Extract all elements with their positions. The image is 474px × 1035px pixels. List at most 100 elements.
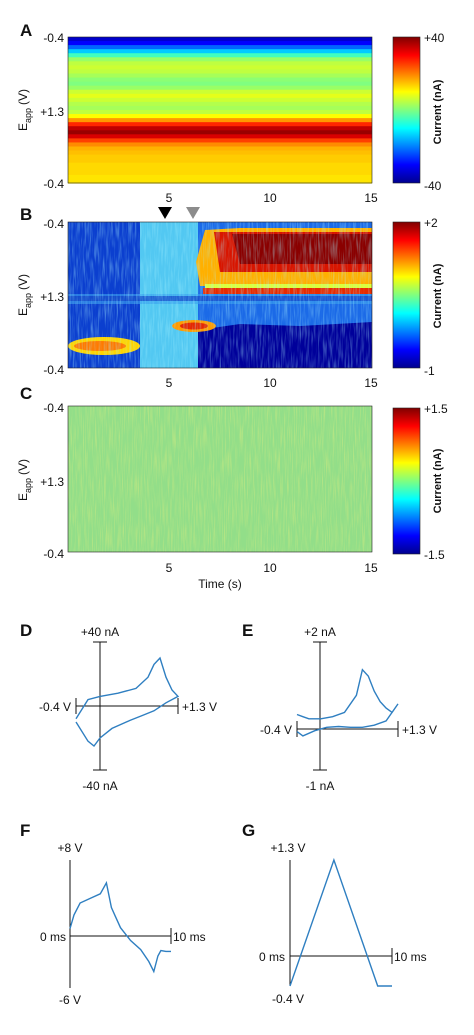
panel-d-ylabel-bottom: -40 nA — [82, 779, 117, 793]
panel-b-colorbar-label: Current (nA) — [432, 263, 444, 328]
panel-a-heatmap-row — [68, 174, 372, 180]
panel-f-waveform — [69, 880, 171, 974]
panel-a: A -0.4 +1.3 -0.4 5 10 15 Eapp(V) +40 -40… — [16, 21, 445, 205]
panel-a-xtick-15: 15 — [364, 191, 378, 205]
panel-b-xtick-10: 10 — [263, 376, 277, 390]
panel-a-heatmap-row — [68, 101, 372, 107]
panel-g: G +1.3 V -0.4 V 0 ms 10 ms — [242, 821, 427, 1006]
panel-a-heatmap-row — [68, 114, 372, 119]
svg-text:Eapp(V): Eapp(V) — [16, 274, 33, 316]
panel-d-voltammogram — [75, 656, 180, 747]
panel-e-ylabel-top: +2 nA — [304, 625, 336, 639]
svg-text:Eapp(V): Eapp(V) — [16, 459, 33, 501]
panel-g-ylabel-bottom: -0.4 V — [272, 992, 304, 1006]
svg-text:Eapp(V): Eapp(V) — [16, 89, 33, 131]
panel-a-heatmap-row — [68, 170, 372, 176]
panel-a-heatmap-row — [68, 89, 372, 95]
panel-a-heatmap-row — [68, 57, 372, 62]
panel-a-heatmap-row — [68, 41, 372, 46]
panel-a-heatmap-row — [68, 65, 372, 71]
panel-a-heatmap-row — [68, 130, 372, 135]
panel-a-heatmap-row — [68, 37, 372, 42]
panel-a-heatmap-row — [68, 158, 372, 164]
panel-b-ytick-mid: +1.3 — [40, 290, 64, 304]
panel-b-marker-grey — [186, 207, 200, 219]
panel-b-xtick-15: 15 — [364, 376, 378, 390]
panel-d: D +40 nA -40 nA -0.4 V +1.3 V — [20, 621, 217, 793]
panel-a-heatmap-row — [68, 178, 372, 184]
panel-a-heatmap-row — [68, 142, 372, 148]
panel-e-voltammogram — [296, 668, 399, 737]
panel-a-heatmap-row — [68, 97, 372, 103]
panel-a-heatmap-row — [68, 162, 372, 168]
panel-a-ytick-bottom: -0.4 — [43, 177, 64, 191]
panel-a-ylabel: Eapp(V) — [16, 89, 33, 131]
panel-c-xlabel: Time (s) — [198, 577, 242, 591]
panel-a-heatmap-row — [68, 81, 372, 87]
panel-f-ylabel-bottom: -6 V — [59, 993, 81, 1007]
panel-a-heatmap-row — [68, 45, 372, 50]
panel-f-letter: F — [20, 821, 30, 840]
panel-a-heatmap-row — [68, 126, 372, 131]
panel-a-letter: A — [20, 21, 32, 40]
panel-a-heatmap-row — [68, 134, 372, 139]
panel-g-ylabel-top: +1.3 V — [270, 841, 305, 855]
panel-a-heatmap-row — [68, 154, 372, 160]
panel-b: B -0.4 +1.3 -0.4 5 10 15 — [16, 205, 444, 390]
panel-a-colorbar-min: -40 — [424, 179, 442, 193]
panel-c-xtick-10: 10 — [263, 561, 277, 575]
panel-a-heatmap-row — [68, 69, 372, 75]
panel-b-ytick-top: -0.4 — [43, 217, 64, 231]
panel-a-heatmap-row — [68, 122, 372, 127]
panel-c-xtick-15: 15 — [364, 561, 378, 575]
panel-b-ytick-bottom: -0.4 — [43, 363, 64, 377]
panel-g-waveform — [289, 857, 392, 987]
panel-c-xtick-5: 5 — [166, 561, 173, 575]
panel-a-xtick-5: 5 — [166, 191, 173, 205]
panel-g-xlabel-right: 10 ms — [394, 950, 427, 964]
panel-b-letter: B — [20, 205, 32, 224]
panel-c-ytick-mid: +1.3 — [40, 475, 64, 489]
panel-a-colorbar — [392, 36, 421, 184]
panel-b-colorbar-min: -1 — [424, 364, 435, 378]
panel-a-ytick-top: -0.4 — [43, 31, 64, 45]
panel-a-heatmap-row — [68, 110, 372, 115]
panel-a-heatmap — [68, 37, 372, 184]
panel-a-heatmap-row — [68, 77, 372, 83]
panel-c-letter: C — [20, 384, 32, 403]
panel-a-ytick-mid: +1.3 — [40, 105, 64, 119]
panel-d-xlabel-left: -0.4 V — [39, 700, 71, 714]
panel-c-colorbar-max: +1.5 — [424, 402, 448, 416]
panel-e-ylabel-bottom: -1 nA — [306, 779, 335, 793]
panel-a-heatmap-row — [68, 150, 372, 156]
panel-b-marker-black — [158, 207, 172, 219]
panel-a-heatmap-row — [68, 93, 372, 99]
panel-a-colorbar-label: Current (nA) — [432, 79, 444, 144]
panel-f-xlabel-right: 10 ms — [173, 930, 206, 944]
panel-d-xlabel-right: +1.3 V — [182, 700, 217, 714]
panel-a-heatmap-row — [68, 53, 372, 58]
panel-b-heatmap — [68, 222, 372, 368]
panel-e: E +2 nA -1 nA -0.4 V +1.3 V — [242, 621, 437, 793]
panel-c-colorbar-min: -1.5 — [424, 548, 445, 562]
panel-a-heatmap-row — [68, 166, 372, 172]
panel-a-heatmap-row — [68, 146, 372, 152]
panel-e-xlabel-right: +1.3 V — [402, 723, 437, 737]
panel-c: C -0.4 +1.3 -0.4 5 10 15 Time (s) Eapp(V… — [16, 384, 448, 591]
panel-c-colorbar-label: Current (nA) — [432, 448, 444, 513]
panel-a-heatmap-row — [68, 49, 372, 54]
panel-c-ylabel: Eapp(V) — [16, 459, 33, 501]
panel-f-xlabel-left: 0 ms — [40, 930, 66, 944]
panel-d-letter: D — [20, 621, 32, 640]
panel-e-letter: E — [242, 621, 253, 640]
panel-c-ytick-top: -0.4 — [43, 401, 64, 415]
panel-a-heatmap-row — [68, 61, 372, 66]
panel-a-xtick-10: 10 — [263, 191, 277, 205]
panel-b-colorbar-max: +2 — [424, 216, 438, 230]
panel-g-xlabel-left: 0 ms — [259, 950, 285, 964]
panel-f: F +8 V -6 V 0 ms 10 ms — [20, 821, 206, 1007]
panel-a-heatmap-row — [68, 85, 372, 91]
panel-c-colorbar — [392, 407, 421, 555]
panel-g-letter: G — [242, 821, 255, 840]
panel-a-heatmap-row — [68, 73, 372, 79]
